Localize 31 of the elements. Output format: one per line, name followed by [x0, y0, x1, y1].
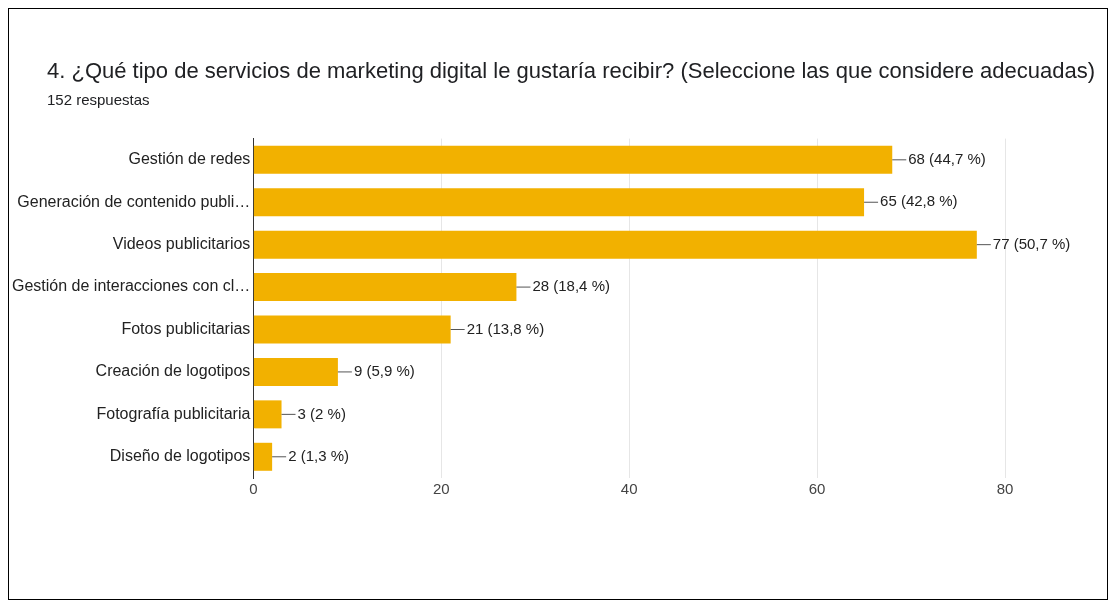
- y-tick-label: Gestión de interacciones con cl…: [12, 277, 251, 295]
- bar: [253, 230, 977, 259]
- chart-title: 4. ¿Qué tipo de servicios de marketing digital le gustaría recibir? (Seleccione las que considere adecuadas): [46, 57, 1096, 85]
- x-tick-label: 60: [808, 480, 826, 498]
- data-label: 9 (5,9 %): [353, 362, 415, 380]
- x-tick-label: 20: [432, 480, 450, 498]
- x-tick-label: 0: [249, 480, 258, 498]
- data-label: 65 (42,8 %): [880, 192, 958, 210]
- y-tick-label: Generación de contenido publi…: [17, 192, 251, 210]
- y-tick-label: Fotos publicitarias: [121, 319, 251, 337]
- bar: [253, 400, 282, 429]
- data-label: 3 (2 %): [297, 404, 346, 422]
- y-tick-label: Gestión de redes: [128, 150, 251, 168]
- data-label: 2 (1,3 %): [288, 446, 349, 464]
- y-tick-label: Fotografía publicitaria: [96, 404, 251, 422]
- data-label: 68 (44,7 %): [908, 149, 986, 167]
- y-tick-label: Diseño de logotipos: [109, 447, 251, 465]
- bar: [253, 442, 273, 471]
- y-tick-label: Creación de logotipos: [95, 362, 251, 380]
- text: 152 respuestas: [46, 90, 151, 108]
- data-label: 21 (13,8 %): [466, 319, 545, 337]
- bar: [253, 315, 451, 344]
- bar: [253, 357, 338, 386]
- bar: [253, 188, 865, 217]
- data-label: 77 (50,7 %): [992, 234, 1071, 252]
- bar: [253, 145, 893, 174]
- bar: [253, 273, 517, 302]
- x-tick-label: 40: [620, 480, 638, 498]
- y-tick-label: Videos publicitarios: [112, 235, 251, 253]
- data-label: 28 (18,4 %): [532, 277, 610, 295]
- x-tick-label: 80: [996, 480, 1014, 498]
